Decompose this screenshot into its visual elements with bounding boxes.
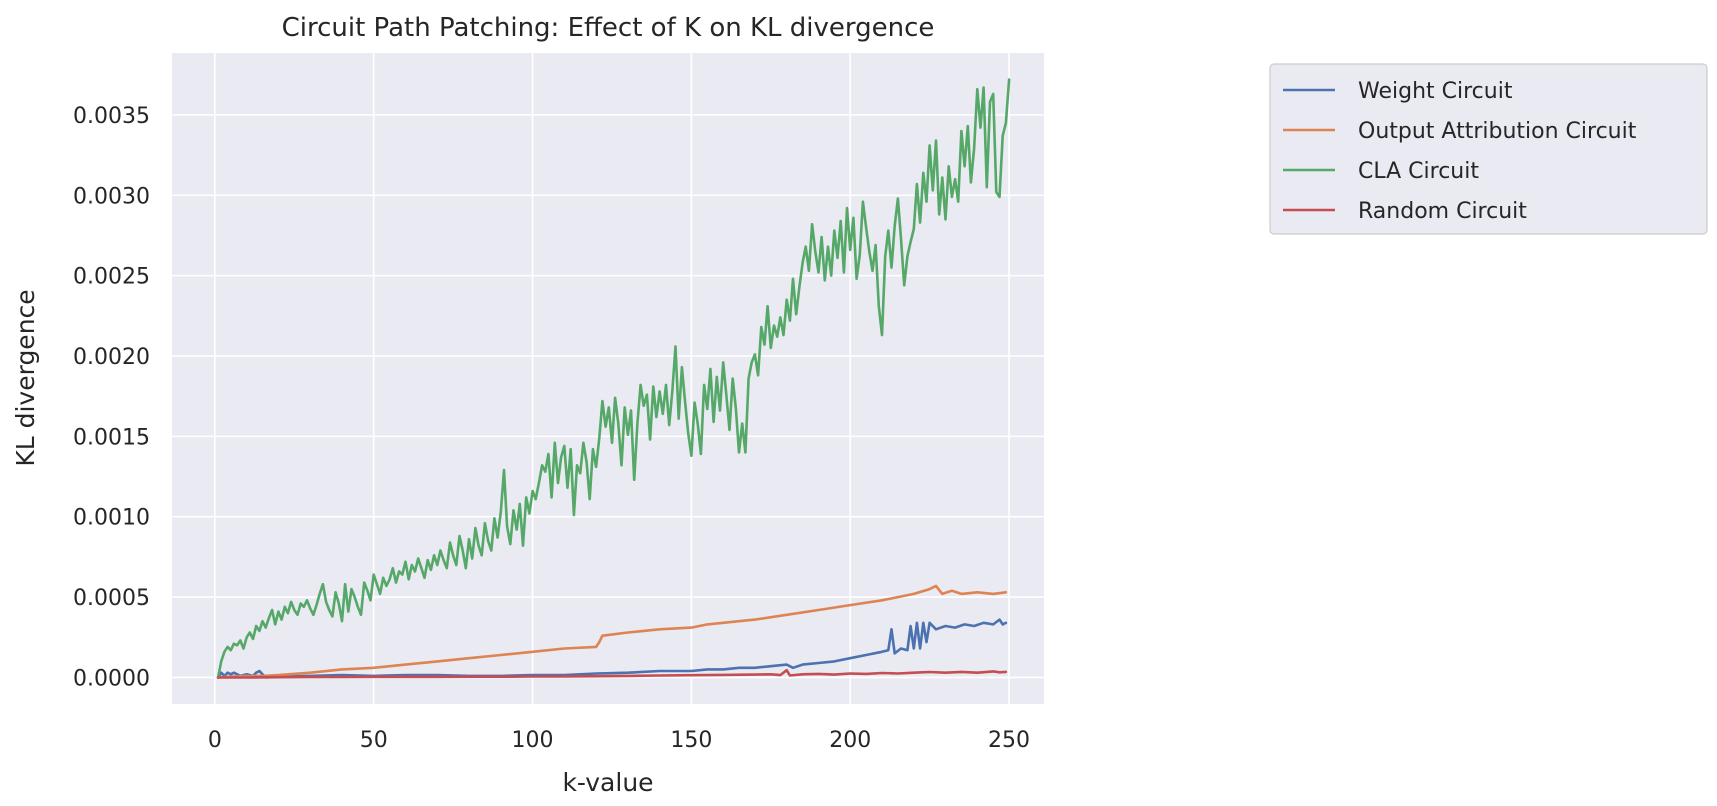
y-tick-label: 0.0010 xyxy=(73,506,150,531)
series-line-output-attribution-circuit xyxy=(216,584,1008,679)
chart-title: Circuit Path Patching: Effect of K on KL… xyxy=(282,13,935,43)
legend: Weight Circuit Output Attribution Circuit… xyxy=(1269,63,1708,235)
y-tick-label: 0.0035 xyxy=(73,104,150,129)
legend-label-output-attribution-circuit: Output Attribution Circuit xyxy=(1358,119,1637,144)
series-line-random-circuit xyxy=(216,668,1008,679)
y-tick-label: 0.0025 xyxy=(73,265,150,290)
x-tick-label: 250 xyxy=(988,728,1030,753)
y-tick-label: 0.0005 xyxy=(73,586,150,611)
y-tick-label: 0.0020 xyxy=(73,345,150,370)
legend-label-weight-circuit: Weight Circuit xyxy=(1358,79,1513,104)
y-tick-label: 0.0030 xyxy=(73,184,150,209)
x-tick-label: 50 xyxy=(360,728,388,753)
x-tick-label: 150 xyxy=(670,728,712,753)
y-tick-label: 0.0015 xyxy=(73,425,150,450)
legend-label-cla-circuit: CLA Circuit xyxy=(1358,159,1479,184)
y-axis-label: KL divergence xyxy=(11,289,40,466)
series-line-weight-circuit xyxy=(216,618,1008,679)
legend-label-random-circuit: Random Circuit xyxy=(1358,199,1527,224)
x-axis-label: k-value xyxy=(562,768,653,797)
series-line-cla-circuit xyxy=(216,78,1011,679)
x-tick-label: 200 xyxy=(829,728,871,753)
x-tick-label: 0 xyxy=(208,728,222,753)
legend-box xyxy=(1269,63,1708,235)
y-tick-label: 0.0000 xyxy=(73,666,150,691)
x-tick-label: 100 xyxy=(512,728,554,753)
plot-area xyxy=(172,53,1044,704)
